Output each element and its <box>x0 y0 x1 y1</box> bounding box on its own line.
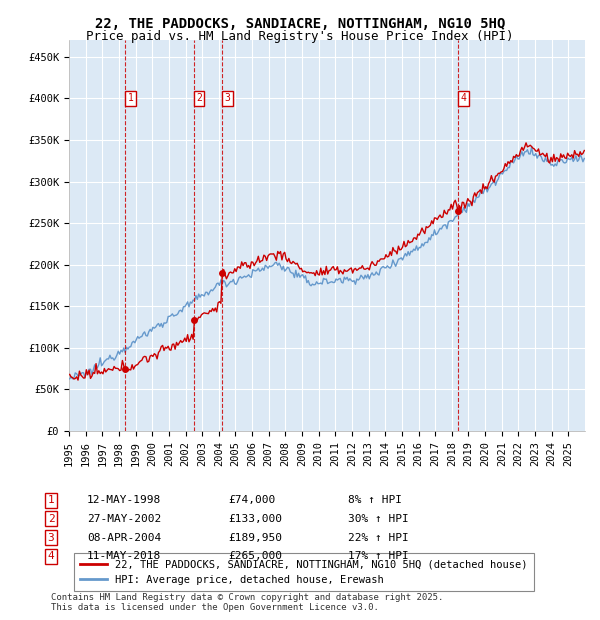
Text: 2: 2 <box>47 514 55 524</box>
Text: 4: 4 <box>460 94 466 104</box>
Text: 30% ↑ HPI: 30% ↑ HPI <box>348 514 409 524</box>
Text: 1: 1 <box>47 495 55 505</box>
Text: 4: 4 <box>47 551 55 561</box>
Text: £265,000: £265,000 <box>228 551 282 561</box>
Text: 08-APR-2004: 08-APR-2004 <box>87 533 161 542</box>
Text: 27-MAY-2002: 27-MAY-2002 <box>87 514 161 524</box>
Text: 11-MAY-2018: 11-MAY-2018 <box>87 551 161 561</box>
Text: 3: 3 <box>224 94 230 104</box>
Text: £133,000: £133,000 <box>228 514 282 524</box>
Legend: 22, THE PADDOCKS, SANDIACRE, NOTTINGHAM, NG10 5HQ (detached house), HPI: Average: 22, THE PADDOCKS, SANDIACRE, NOTTINGHAM,… <box>74 553 533 591</box>
Text: Price paid vs. HM Land Registry's House Price Index (HPI): Price paid vs. HM Land Registry's House … <box>86 30 514 43</box>
Text: 1: 1 <box>127 94 133 104</box>
Text: 12-MAY-1998: 12-MAY-1998 <box>87 495 161 505</box>
Text: 2: 2 <box>196 94 202 104</box>
Text: 8% ↑ HPI: 8% ↑ HPI <box>348 495 402 505</box>
Text: 17% ↑ HPI: 17% ↑ HPI <box>348 551 409 561</box>
Text: Contains HM Land Registry data © Crown copyright and database right 2025.
This d: Contains HM Land Registry data © Crown c… <box>51 593 443 612</box>
Text: 22% ↑ HPI: 22% ↑ HPI <box>348 533 409 542</box>
Text: £189,950: £189,950 <box>228 533 282 542</box>
Text: 22, THE PADDOCKS, SANDIACRE, NOTTINGHAM, NG10 5HQ: 22, THE PADDOCKS, SANDIACRE, NOTTINGHAM,… <box>95 17 505 32</box>
Text: 3: 3 <box>47 533 55 542</box>
Text: £74,000: £74,000 <box>228 495 275 505</box>
